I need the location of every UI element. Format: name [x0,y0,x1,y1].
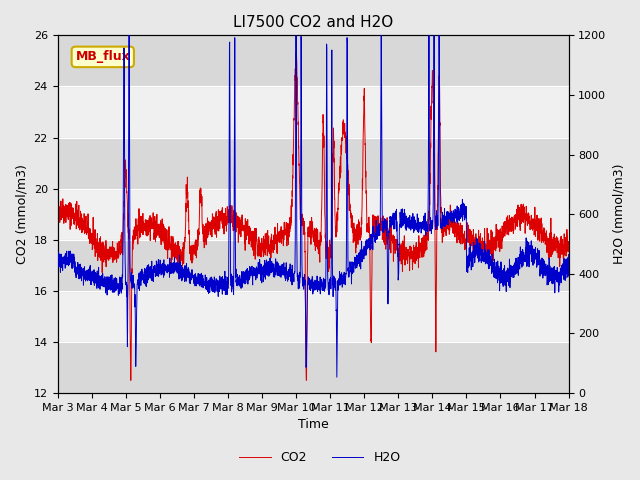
Text: MB_flux: MB_flux [76,50,130,63]
Legend: CO2, H2O: CO2, H2O [234,446,406,469]
Bar [58,138,568,189]
Line: CO2: CO2 [58,52,568,380]
X-axis label: Time: Time [298,419,328,432]
Bar [58,36,568,86]
Y-axis label: CO2 (mmol/m3): CO2 (mmol/m3) [15,164,28,264]
Bar [58,342,568,393]
Line: H2O: H2O [58,36,568,377]
Y-axis label: H2O (mmol/m3): H2O (mmol/m3) [612,164,625,264]
Bar [58,240,568,291]
Title: LI7500 CO2 and H2O: LI7500 CO2 and H2O [233,15,393,30]
